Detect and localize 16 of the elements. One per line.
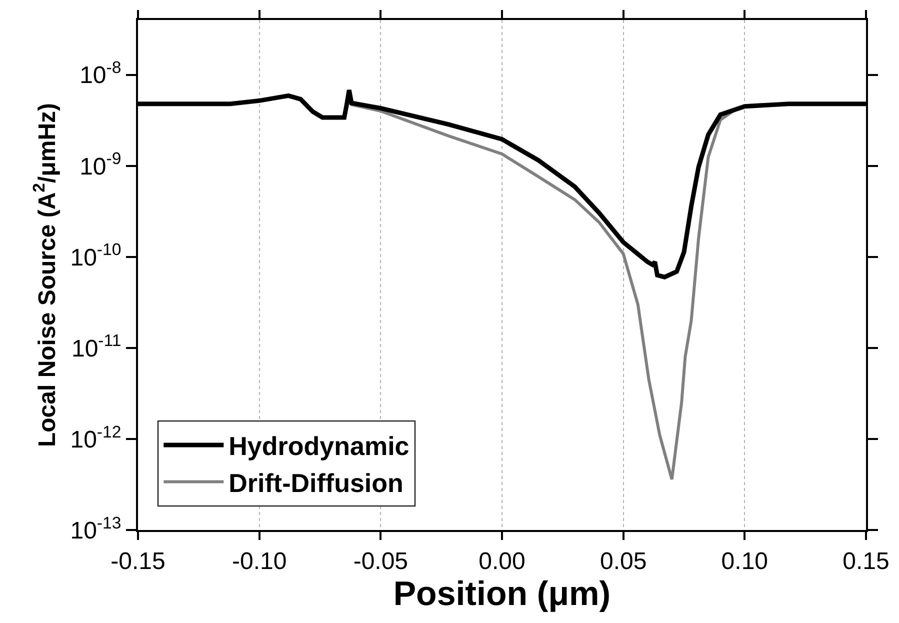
- x-tick-label: -0.05: [353, 548, 408, 575]
- x-tick-label: 0.15: [842, 548, 890, 575]
- y-tick-label: 10$^{-8}$: [80, 58, 122, 90]
- y-tick-label: 10$^{-12}$: [70, 422, 122, 454]
- y-tick-label: 10$^{-11}$: [71, 331, 122, 362]
- y-tick-label: 10$^{-9}$: [80, 149, 122, 180]
- x-tick-label: 0.05: [600, 548, 647, 575]
- x-tick-label: -0.10: [232, 548, 287, 575]
- legend-label: Drift-Diffusion: [228, 468, 404, 498]
- x-tick-label: -0.15: [110, 548, 166, 575]
- y-tick-label: 10$^{-10}$: [70, 240, 122, 272]
- x-tick-label: 0.00: [478, 548, 526, 575]
- x-axis-title: Position (μm): [393, 574, 611, 613]
- x-tick-label: 0.10: [721, 548, 768, 575]
- y-tick-label: 10$^{-13}$: [70, 513, 122, 544]
- legend-label: Hydrodynamic: [228, 431, 410, 462]
